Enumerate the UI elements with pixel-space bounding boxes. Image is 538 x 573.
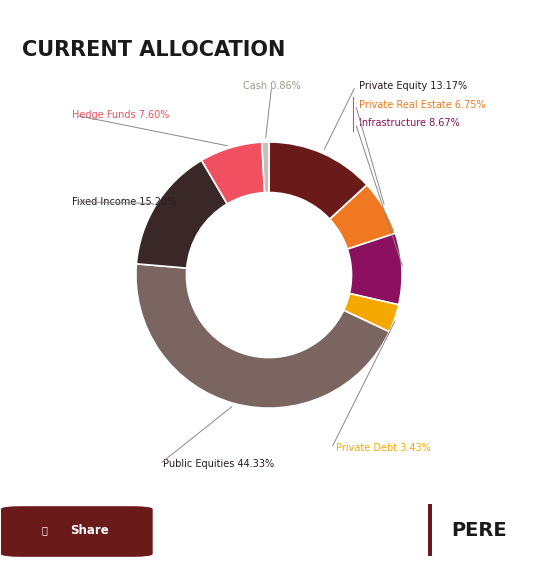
Text: Cash 0.86%: Cash 0.86%: [243, 81, 301, 91]
Wedge shape: [269, 142, 367, 219]
Text: ⎋: ⎋: [41, 525, 47, 535]
Wedge shape: [137, 160, 227, 268]
Wedge shape: [202, 142, 265, 204]
Text: PERE: PERE: [451, 520, 507, 540]
Wedge shape: [348, 233, 402, 305]
FancyBboxPatch shape: [1, 506, 153, 557]
Text: CURRENT ALLOCATION: CURRENT ALLOCATION: [22, 40, 285, 60]
Text: Public Equities 44.33%: Public Equities 44.33%: [162, 459, 274, 469]
Wedge shape: [330, 185, 395, 249]
Wedge shape: [344, 293, 399, 332]
Wedge shape: [136, 264, 390, 408]
Wedge shape: [262, 142, 269, 193]
Bar: [428, 504, 433, 556]
Text: Hedge Funds 7.60%: Hedge Funds 7.60%: [72, 111, 169, 120]
Text: Private Real Estate 6.75%: Private Real Estate 6.75%: [359, 100, 486, 109]
Text: Private Equity 13.17%: Private Equity 13.17%: [359, 81, 468, 91]
Text: Private Debt 3.43%: Private Debt 3.43%: [336, 443, 430, 453]
Text: Fixed Income 15.20%: Fixed Income 15.20%: [72, 197, 176, 207]
Text: Infrastructure 8.67%: Infrastructure 8.67%: [359, 118, 460, 128]
Text: Share: Share: [70, 524, 109, 536]
